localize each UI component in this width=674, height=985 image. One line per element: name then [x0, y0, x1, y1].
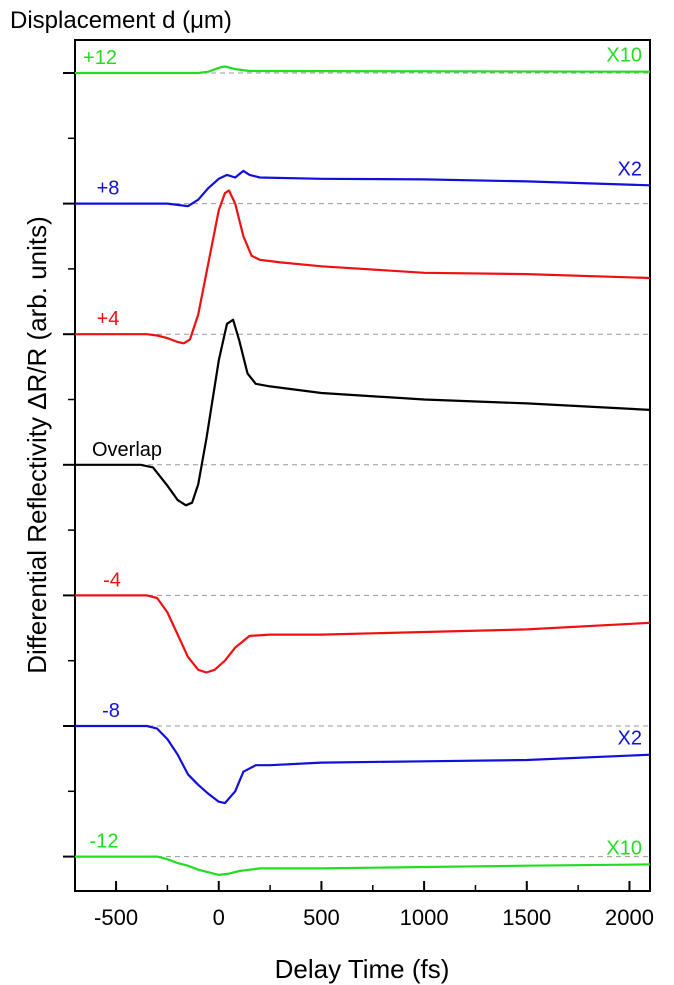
scale-label-+8: X2 [618, 158, 642, 180]
plot-frame [74, 39, 651, 892]
series-line-Overlap [75, 318, 651, 507]
series-label-+8: +8 [97, 178, 120, 200]
chart-title: Displacement d (μm) [10, 7, 232, 34]
series-line-+8 [75, 169, 651, 208]
series-lines [75, 65, 651, 877]
x-tick-label: 0 [213, 905, 225, 930]
x-tick-label: 1000 [400, 905, 449, 930]
series-line-+4 [75, 189, 651, 345]
x-tick-label: 500 [303, 905, 340, 930]
series-label-+12: +12 [83, 47, 117, 69]
series-label--8: -8 [102, 700, 120, 722]
series-label--12: -12 [90, 831, 119, 853]
scale-label--8: X2 [618, 728, 642, 750]
x-axis-label: Delay Time (fs) [275, 954, 450, 984]
x-tick-label: 2000 [605, 905, 654, 930]
y-ticks [63, 72, 75, 858]
x-ticks: -500 0 500 1000 1500 2000 [94, 881, 654, 930]
y-axis-label: Differential Reflectivity ΔR/R (arb. uni… [22, 216, 52, 674]
baselines [130, 72, 650, 858]
series-label--4: -4 [103, 569, 121, 591]
series-line--8 [75, 724, 651, 805]
series-line--4 [75, 594, 651, 674]
scale-label--12: X10 [606, 837, 642, 859]
series-line-+12 [75, 65, 651, 75]
series-line--12 [75, 855, 651, 877]
x-tick-label: -500 [94, 905, 138, 930]
series-label-+4: +4 [97, 308, 120, 330]
series-labels: +12 X10 +8 X2 +4 Overlap -4 -8 X2 -12 X10 [83, 45, 642, 860]
scale-label-+12: X10 [606, 45, 642, 67]
x-tick-label: 1500 [502, 905, 551, 930]
series-label-Overlap: Overlap [92, 439, 162, 461]
